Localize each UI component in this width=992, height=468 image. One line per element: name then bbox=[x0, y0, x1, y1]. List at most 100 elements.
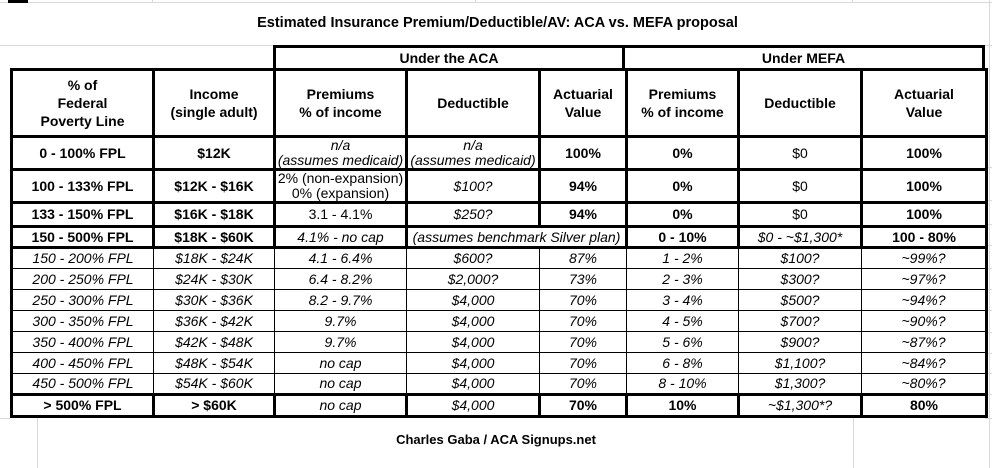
gridline bbox=[985, 268, 992, 269]
table-cell: $600? bbox=[406, 247, 540, 269]
table-cell: 2% (non-expansion) 0% (expansion) bbox=[273, 168, 408, 204]
table-cell: 3 - 4% bbox=[626, 289, 739, 311]
table-cell: 133 - 150% FPL bbox=[10, 201, 155, 228]
header-row: % of Federal Poverty Line Income (single adu… bbox=[10, 68, 988, 138]
table-cell: 100% bbox=[860, 201, 988, 228]
table-cell: 9.7% bbox=[274, 310, 407, 332]
table-cell: $0 bbox=[737, 135, 863, 171]
table-cell: ~80%? bbox=[861, 373, 988, 395]
table-cell: $54K - $60K bbox=[153, 373, 275, 395]
border-fragment bbox=[8, 0, 28, 3]
column-header: Premiums% of income bbox=[625, 68, 740, 138]
table-cell: 300 - 350% FPL bbox=[10, 310, 154, 332]
credit-line: Charles Gaba / ACA Signups.net bbox=[396, 432, 596, 447]
comparison-table: % of Federal Poverty Line Income (single adu… bbox=[10, 68, 988, 418]
table-cell: 8.2 - 9.7% bbox=[274, 289, 407, 311]
table-cell: 70% bbox=[538, 393, 628, 418]
table-cell: $12K - $16K bbox=[152, 168, 276, 204]
table-cell: 4.1% - no cap bbox=[273, 225, 408, 249]
gridline bbox=[985, 167, 992, 168]
gridline bbox=[985, 418, 992, 419]
table-cell: $4,000 bbox=[406, 289, 540, 311]
table-cell: 6.4 - 8.2% bbox=[274, 268, 407, 290]
table-cell: 1 - 2% bbox=[626, 247, 739, 269]
table-cell: $250? bbox=[405, 201, 541, 228]
table-cell: no cap bbox=[274, 352, 407, 374]
table-row: 133 - 150% FPL $16K - $18K 3.1 - 4.1% $250?… bbox=[10, 201, 988, 228]
column-header: Premiums% of income bbox=[273, 68, 408, 138]
table-cell: ~90%? bbox=[861, 310, 988, 332]
gridline bbox=[989, 0, 990, 468]
table-cell: 250 - 300% FPL bbox=[10, 289, 154, 311]
table-cell: 100% bbox=[860, 168, 988, 204]
column-header: Deductible bbox=[737, 68, 863, 138]
table-cell: $4,000 bbox=[405, 393, 541, 418]
table-cell: 94% bbox=[538, 201, 628, 228]
table-cell: 150 - 500% FPL bbox=[10, 225, 155, 249]
table-cell: $1,300? bbox=[738, 373, 862, 395]
table-cell: 0 - 100% FPL bbox=[10, 135, 155, 171]
gridline bbox=[853, 418, 854, 468]
table-cell: 5 - 6% bbox=[626, 331, 739, 353]
gridline bbox=[475, 0, 476, 3]
table-cell: 80% bbox=[860, 393, 988, 418]
table-cell: 4.1 - 6.4% bbox=[274, 247, 407, 269]
table-cell: 450 - 500% FPL bbox=[10, 373, 154, 395]
table-cell: 94% bbox=[538, 168, 628, 204]
table-cell: 0% bbox=[625, 135, 740, 171]
table-cell: 100 - 80% bbox=[860, 225, 988, 249]
table-cell: $1,100? bbox=[738, 352, 862, 374]
table-cell: 0% bbox=[625, 168, 740, 204]
gridline bbox=[985, 373, 992, 374]
gridline bbox=[0, 418, 10, 419]
table-cell: $500? bbox=[738, 289, 862, 311]
gridline bbox=[985, 394, 992, 395]
table-cell: $700? bbox=[738, 310, 862, 332]
table-cell: $4,000 bbox=[406, 331, 540, 353]
table-row: 450 - 500% FPL $54K - $60K no cap $4,000 70%… bbox=[10, 373, 988, 395]
table-cell: $0 bbox=[737, 201, 863, 228]
gridline bbox=[0, 45, 273, 46]
gridline bbox=[985, 200, 992, 201]
table-cell: $4,000 bbox=[406, 352, 540, 374]
table-cell: $4,000 bbox=[406, 310, 540, 332]
table-cell: n/a (assumes medicaid) bbox=[405, 135, 541, 171]
table-row: 100 - 133% FPL $12K - $16K 2% (non-expansi… bbox=[10, 168, 988, 204]
table-cell: $36K - $42K bbox=[153, 310, 275, 332]
table-cell: 100% bbox=[860, 135, 988, 171]
table-row: > 500% FPL > $60K no cap $4,000 70% 10% ~$1,30… bbox=[10, 393, 988, 418]
table-cell: 70% bbox=[539, 373, 627, 395]
table-cell: n/a (assumes medicaid) bbox=[273, 135, 408, 171]
table-cell: ~99%? bbox=[861, 247, 988, 269]
gridline bbox=[985, 353, 992, 354]
table-cell: 2 - 3% bbox=[626, 268, 739, 290]
table-cell: ~94%? bbox=[861, 289, 988, 311]
gridline bbox=[985, 45, 992, 46]
table-cell: 70% bbox=[539, 331, 627, 353]
table-cell: $2,000? bbox=[406, 268, 540, 290]
gridline bbox=[985, 332, 992, 333]
page-title: Estimated Insurance Premium/Deductible/A… bbox=[257, 15, 738, 31]
table-cell: 70% bbox=[539, 310, 627, 332]
column-header: % of Federal Poverty Line bbox=[10, 68, 155, 138]
table-cell: 70% bbox=[539, 352, 627, 374]
table-cell: $42K - $48K bbox=[153, 331, 275, 353]
gridline bbox=[852, 0, 853, 3]
table-row: 0 - 100% FPL $12K n/a (assumes medicaid) n/a… bbox=[10, 135, 988, 171]
table-cell: 400 - 450% FPL bbox=[10, 352, 154, 374]
table-cell: $300? bbox=[738, 268, 862, 290]
gridline bbox=[985, 310, 992, 311]
table-cell: $0 bbox=[737, 168, 863, 204]
table-cell: 150 - 200% FPL bbox=[10, 247, 154, 269]
table-cell: 350 - 400% FPL bbox=[10, 331, 154, 353]
table-cell: > $60K bbox=[152, 393, 276, 418]
table-cell: $900? bbox=[738, 331, 862, 353]
table-cell: 73% bbox=[539, 268, 627, 290]
table-cell: 10% bbox=[625, 393, 740, 418]
gridline bbox=[985, 289, 992, 290]
gridline bbox=[985, 224, 992, 225]
table-row: 150 - 200% FPL $18K - $24K 4.1 - 6.4% $600?… bbox=[10, 247, 988, 269]
table-cell: ~97%? bbox=[861, 268, 988, 290]
table-cell: ~$1,300*? bbox=[737, 393, 863, 418]
